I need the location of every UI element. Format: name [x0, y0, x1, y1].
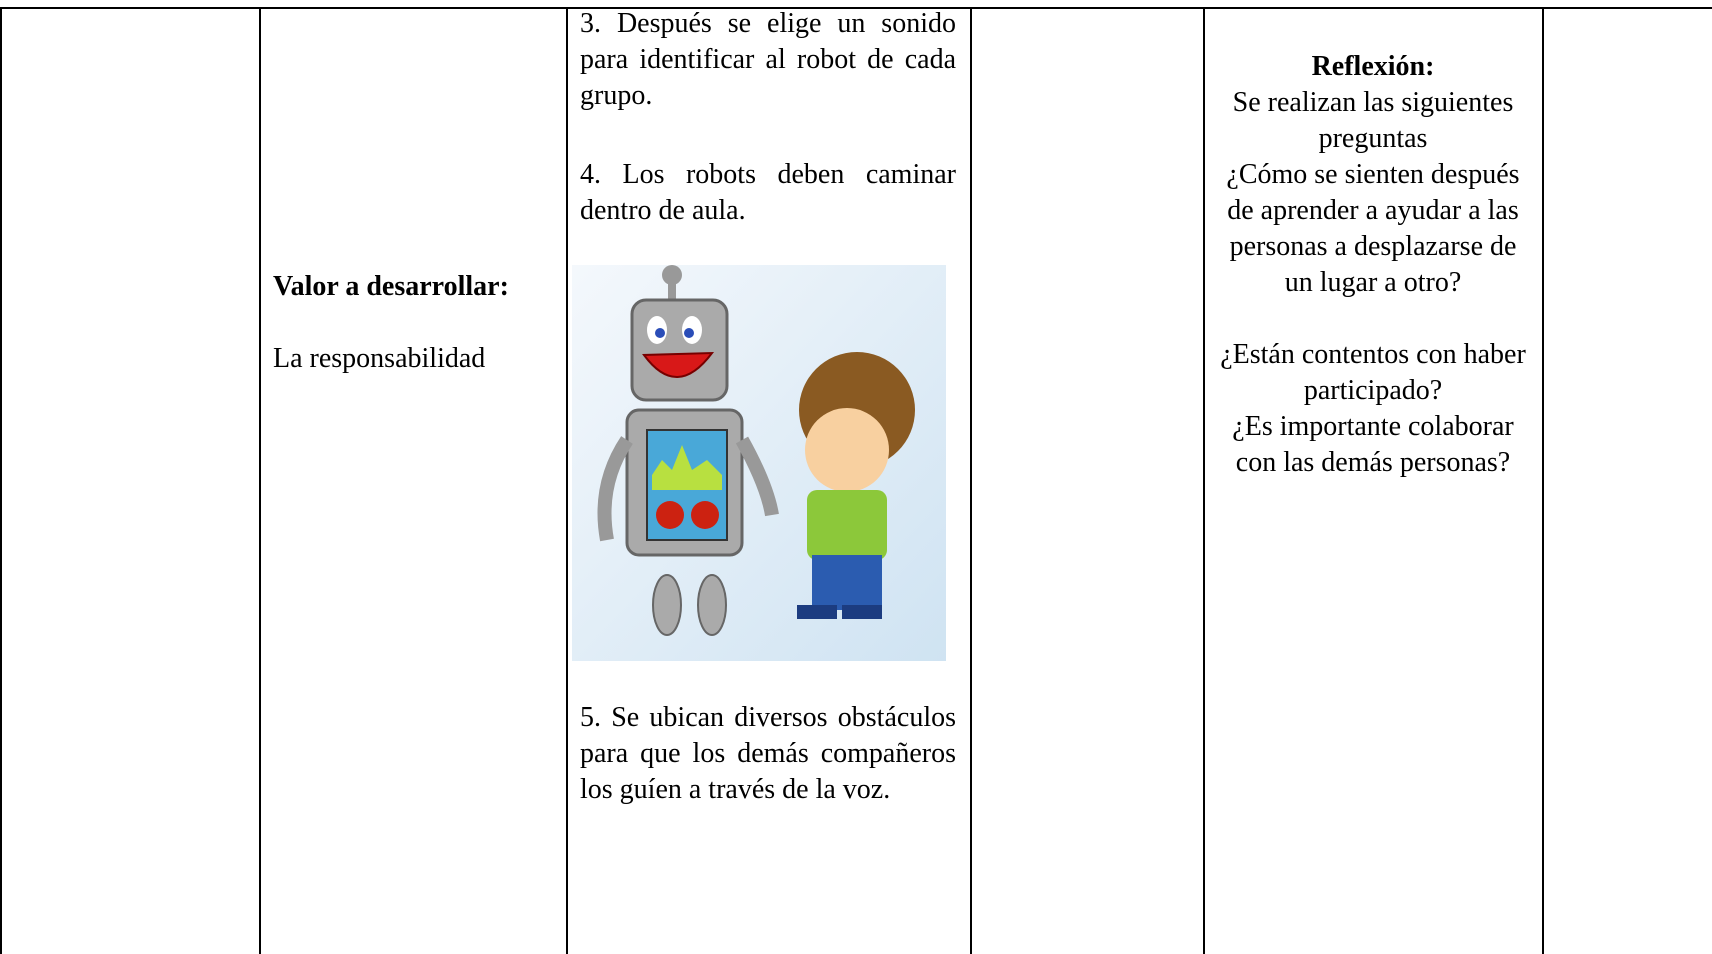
- table-border: [259, 8, 261, 954]
- table-border: [566, 8, 568, 954]
- valor-title: Valor a desarrollar:: [273, 271, 509, 302]
- table-border: [0, 8, 2, 954]
- valor-text: La responsabilidad: [273, 343, 486, 374]
- step: 4. Los robots deben caminar dentro de au…: [580, 159, 956, 226]
- robot-illustration: [572, 265, 946, 661]
- reflexion-line: ¿Es importante colaborar con las demás p…: [1232, 411, 1514, 478]
- reflexion-line: Se realizan las siguientes preguntas: [1232, 87, 1514, 154]
- table-border: [970, 8, 972, 954]
- reflexion-line: ¿Están contentos con haber participado?: [1220, 339, 1526, 406]
- table-border: [0, 7, 1712, 9]
- table-border: [1542, 8, 1544, 954]
- table-border: [1203, 8, 1205, 954]
- reflexion-title: Reflexión:: [1311, 51, 1435, 82]
- step: 5. Se ubican diversos obstáculos para qu…: [580, 702, 956, 805]
- step: 3. Después se elige un sonido para ident…: [580, 8, 956, 111]
- reflexion-line: ¿Cómo se sienten después de aprender a a…: [1226, 159, 1520, 298]
